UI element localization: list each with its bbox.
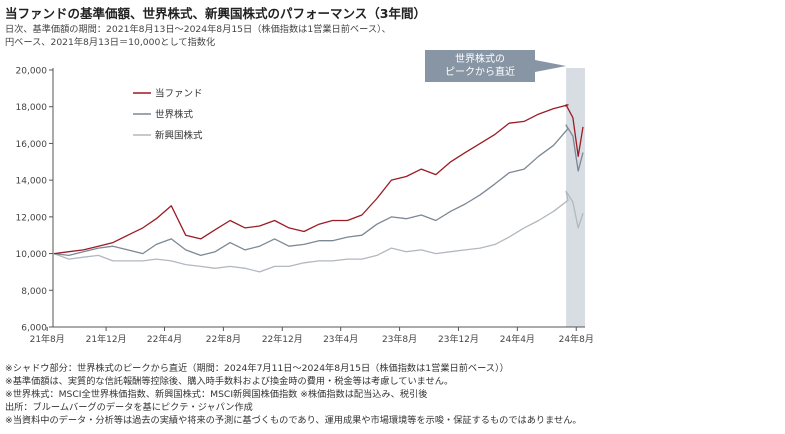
emerging-line (53, 190, 584, 273)
y-tick-label: 10,000 (16, 250, 48, 260)
fund-line (53, 104, 584, 255)
y-tick-label: 8,000 (21, 287, 47, 297)
x-tick-label: 23年12月 (438, 333, 479, 345)
x-tick-label: 21年12月 (86, 333, 127, 345)
shaded-region (566, 68, 585, 327)
note-source: 出所：ブルームバーグのデータを基にピクテ・ジャパン作成 (5, 402, 253, 413)
x-tick-label: 23年4月 (323, 333, 358, 345)
y-tick-label: 20,000 (16, 67, 48, 77)
shade-callout-label: ピークから直近 (445, 65, 515, 78)
x-tick-label: 22年12月 (262, 333, 303, 345)
note-disclaimer: ※当資料中のデータ・分析等は過去の実績や将来の予測に基づくものであり、運用成果や… (5, 415, 582, 426)
note-nav: ※基準価額は、実質的な信託報酬等控除後、購入時手数料および換金時の費用・税金等は… (5, 376, 454, 387)
subtitle-line-2: 円ベース、2021年8月13日＝10,000として指数化 (5, 37, 216, 48)
y-tick-label: 18,000 (16, 103, 48, 113)
x-tick-label: 22年8月 (206, 333, 241, 345)
subtitle-line-1: 日次、基準価額の期間：2021年8月13日～2024年8月15日（株価指数は1営… (5, 24, 391, 35)
x-tick-label: 24年8月 (559, 333, 594, 345)
legend-label: 世界株式 (155, 109, 194, 121)
chart-title: 当ファンドの基準価額、世界株式、新興国株式のパフォーマンス（3年間） (5, 6, 426, 21)
shade-callout-box (425, 50, 535, 82)
note-shadow: ※シャドウ部分：世界株式のピークから直近（期間：2024年7月11日～2024年… (5, 363, 509, 374)
y-tick-label: 12,000 (16, 213, 48, 223)
x-tick-label: 21年8月 (30, 333, 65, 345)
world-line (53, 124, 584, 257)
legend-label: 当ファンド (155, 88, 203, 100)
legend-label: 新興国株式 (155, 130, 203, 142)
shade-callout-arrow (535, 60, 567, 72)
y-tick-label: 16,000 (16, 140, 48, 150)
y-tick-label: 14,000 (16, 177, 48, 187)
shade-callout-label: 世界株式の (455, 52, 505, 65)
x-tick-label: 23年8月 (382, 333, 417, 345)
y-tick-label: 6,000 (21, 324, 47, 334)
x-tick-label: 22年4月 (147, 333, 182, 345)
x-tick-label: 24年4月 (500, 333, 535, 345)
note-indices: ※世界株式：MSCI全世界株価指数、新興国株式：MSCI新興国株価指数 ※株価指… (5, 389, 428, 400)
